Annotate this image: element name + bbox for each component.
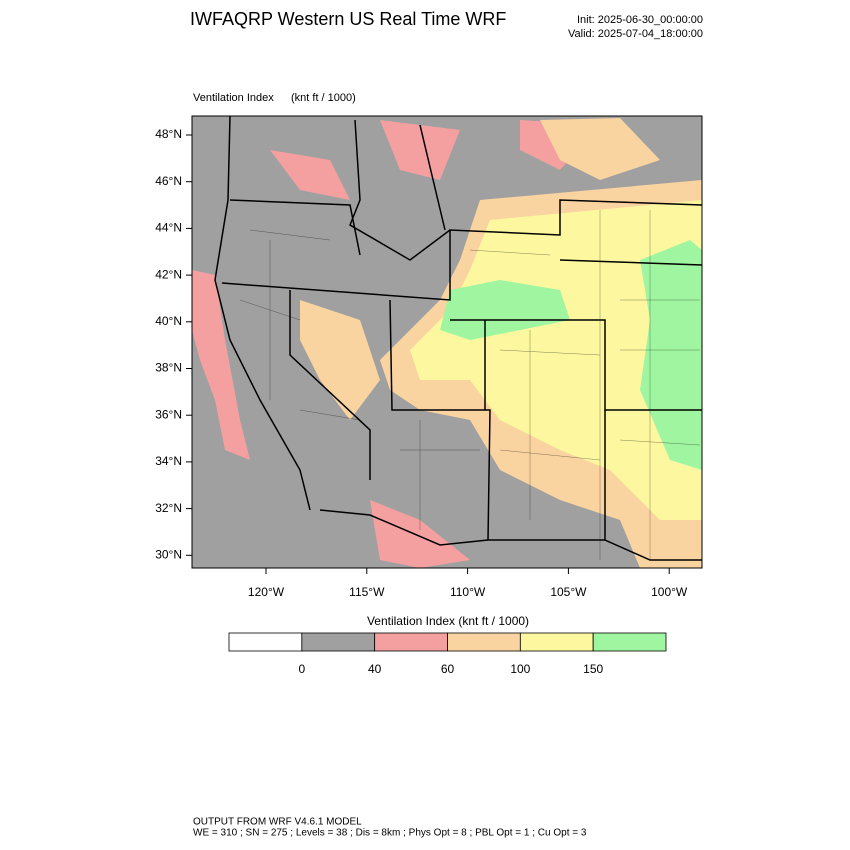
colorbar-label: 60 xyxy=(441,662,455,676)
footer-line: WE = 310 ; SN = 275 ; Levels = 38 ; Dis … xyxy=(193,828,587,839)
lat-tick-label: 46°N xyxy=(155,174,182,188)
colorbar-box xyxy=(519,632,594,652)
lon-tick-label: 105°W xyxy=(550,585,587,599)
lat-tick-label: 30°N xyxy=(155,547,182,561)
lat-tick-label: 38°N xyxy=(155,361,182,375)
lon-tick-label: 115°W xyxy=(349,585,385,599)
lat-tick-label: 42°N xyxy=(155,267,182,281)
map-ticks: 48°N 46°N 44°N 42°N 40°N 38°N 36°N 34°N 32°N 30°N… xyxy=(155,127,688,599)
colorbar: 0 40 60 100 150 xyxy=(228,632,667,676)
colorbar-box xyxy=(374,632,448,652)
colorbar-title: Ventilation Index (knt ft / 1000) xyxy=(367,614,529,628)
colorbar-box xyxy=(301,632,376,652)
colorbar-box xyxy=(447,632,521,652)
map-field xyxy=(192,116,702,568)
lat-tick-label: 44°N xyxy=(155,221,182,235)
title: IWFAQRP Western US Real Time WRF xyxy=(190,9,506,29)
colorbar-label: 100 xyxy=(510,662,530,676)
valid-time: Valid: 2025-07-04_18:00:00 xyxy=(568,28,703,40)
lat-tick-label: 48°N xyxy=(155,127,182,141)
init-time: Init: 2025-06-30_00:00:00 xyxy=(577,14,703,26)
map-frame xyxy=(191,115,703,569)
map-label: Ventilation Index xyxy=(193,92,274,104)
lat-tick-label: 32°N xyxy=(155,501,182,515)
lat-tick-label: 36°N xyxy=(155,407,182,421)
footer-line: OUTPUT FROM WRF V4.6.1 MODEL xyxy=(193,817,362,828)
colorbar-box xyxy=(592,632,667,652)
colorbar-label: 40 xyxy=(368,662,382,676)
lat-tick-label: 34°N xyxy=(155,454,182,468)
colorbar-label: 0 xyxy=(298,662,305,676)
lon-tick-label: 110°W xyxy=(450,585,486,599)
colorbar-label: 150 xyxy=(583,662,603,676)
colorbar-box xyxy=(228,632,303,652)
lon-tick-label: 100°W xyxy=(651,585,688,599)
lat-tick-label: 40°N xyxy=(155,314,182,328)
map-units: (knt ft / 1000) xyxy=(291,92,356,104)
lon-tick-label: 120°W xyxy=(248,585,285,599)
